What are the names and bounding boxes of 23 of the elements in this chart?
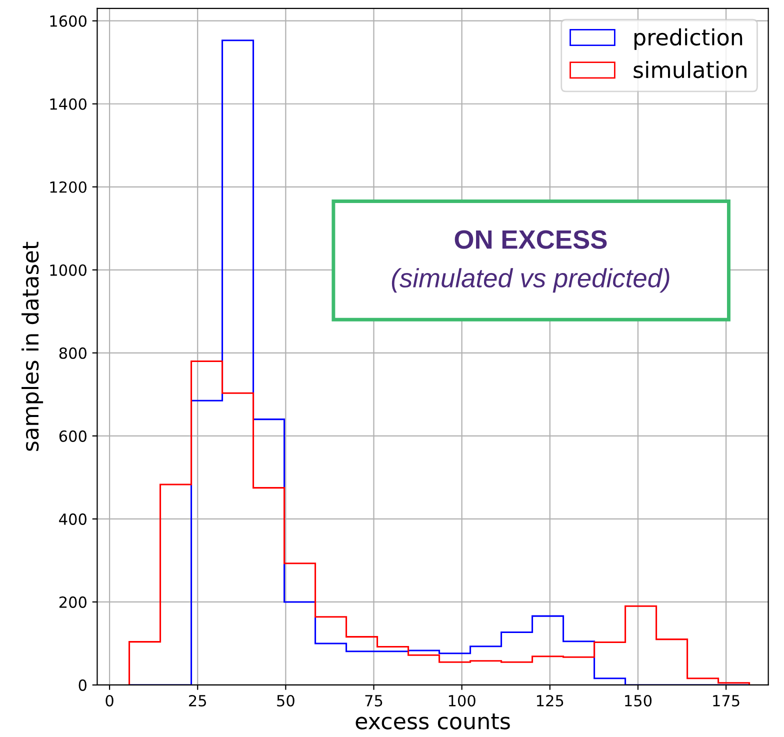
annotation: (simulated vs predicted) — [392, 268, 670, 293]
y-tick-label: 400 — [59, 513, 86, 525]
x-tick-label: 50 — [277, 694, 294, 707]
y-tick-label: 800 — [59, 347, 86, 359]
y-axis-title: samples in dataset — [22, 242, 44, 451]
y-tick-label: 1600 — [50, 15, 86, 27]
x-tick-label: 0 — [106, 694, 114, 707]
x-tick-label: 100 — [448, 694, 476, 707]
y-tick-label: 1000 — [50, 264, 86, 276]
y-tick-label: 1400 — [50, 98, 86, 110]
annotation: ON EXCESS — [454, 230, 607, 249]
y-tick-label: 200 — [59, 596, 86, 608]
x-tick-label: 25 — [189, 694, 206, 707]
y-tick-label: 600 — [59, 430, 86, 442]
y-tick-label: 1200 — [50, 181, 86, 193]
y-tick-label: 0 — [78, 679, 86, 691]
x-axis-title: excess counts — [356, 714, 510, 730]
legend-label: simulation — [634, 61, 746, 78]
x-tick-label: 175 — [713, 695, 740, 707]
x-tick-label: 75 — [365, 695, 382, 707]
x-tick-label: 125 — [537, 694, 564, 707]
legend-label: prediction — [634, 28, 742, 50]
x-tick-label: 150 — [625, 694, 652, 707]
